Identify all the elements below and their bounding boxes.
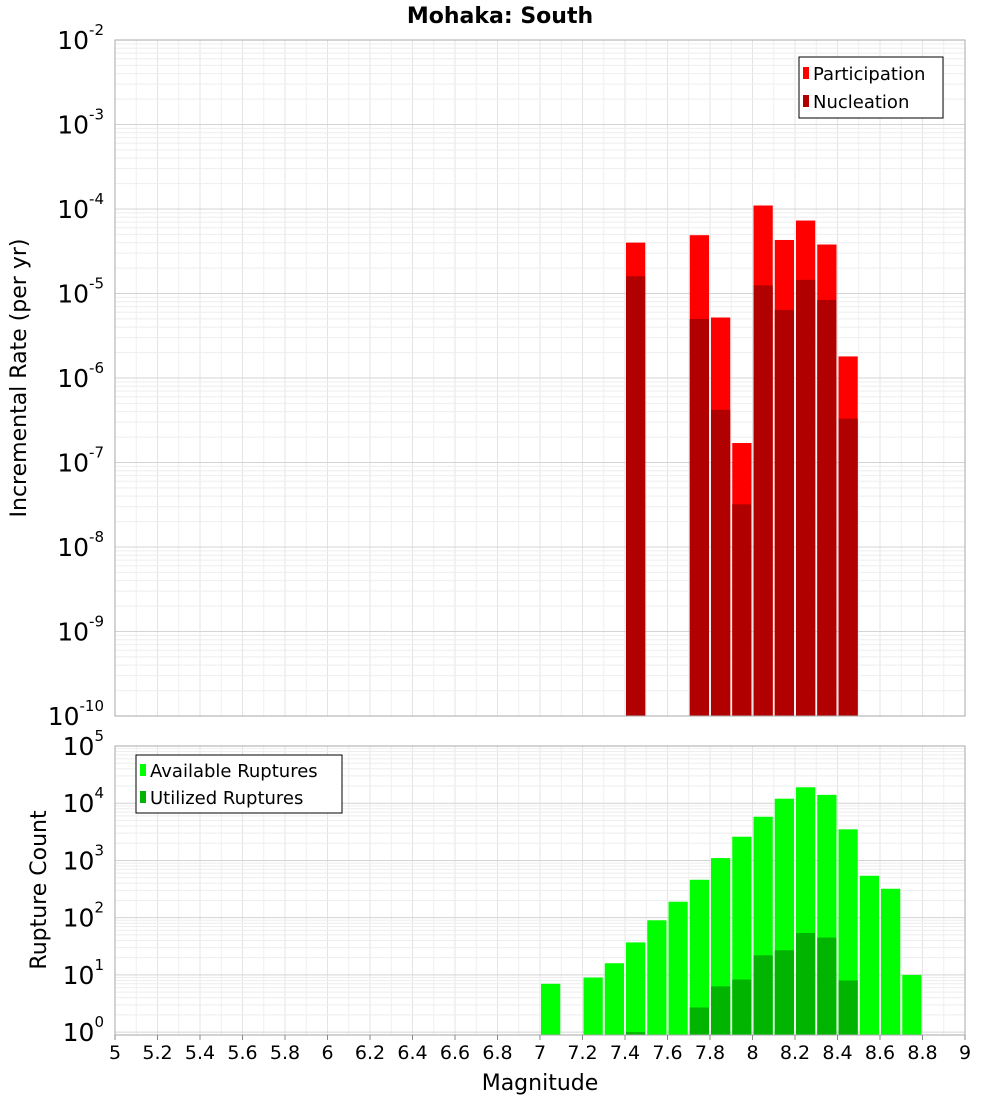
count-bar-available-ruptures <box>604 963 624 1035</box>
rate-y-axis-label: Incremental Rate (per yr) <box>7 239 32 518</box>
x-tick-label: 5 <box>109 1042 121 1064</box>
count-panel: 100 101 102 103 104 105 Rupture Count Availab… <box>27 727 971 1096</box>
count-bar-available-ruptures <box>689 879 709 1035</box>
x-tick-label: 8 <box>746 1042 758 1064</box>
count-y-tick-label: 103 <box>63 841 104 875</box>
count-y-tick-label: 100 <box>63 1013 104 1047</box>
count-bar-utilized-ruptures <box>732 979 752 1035</box>
x-tick-label: 7.4 <box>610 1042 640 1064</box>
x-tick-label: 7.6 <box>652 1042 682 1064</box>
rate-y-tick-label: 10-6 <box>57 359 104 393</box>
rate-legend: Participation Nucleation <box>798 56 944 119</box>
rate-bar-nucleation <box>774 309 794 716</box>
x-tick-labels: 5 5.2 5.4 5.6 5.8 6 6.2 6.4 6.6 6.8 7 7.2 7.4 7.6 7.8 8… <box>109 1035 971 1064</box>
x-tick-label: 6.2 <box>355 1042 385 1064</box>
rate-y-tick-label: 10-4 <box>57 190 104 224</box>
count-y-axis-label: Rupture Count <box>27 810 52 970</box>
rate-y-tick-label: 10-5 <box>57 275 104 309</box>
x-tick-label: 5.4 <box>185 1042 215 1064</box>
x-tick-label: 6.8 <box>482 1042 512 1064</box>
rate-y-tick-label: 10-2 <box>57 21 104 55</box>
legend-swatch-utilized <box>140 791 146 803</box>
count-bar-available-ruptures <box>626 942 646 1035</box>
count-bar-utilized-ruptures <box>796 932 816 1035</box>
count-y-tick-labels: 100 101 102 103 104 105 <box>63 727 104 1047</box>
x-tick-label: 6 <box>321 1042 333 1064</box>
rate-y-tick-label: 10-3 <box>57 106 104 140</box>
count-y-tick-label: 101 <box>63 956 104 990</box>
x-tick-label: 5.2 <box>142 1042 172 1064</box>
x-tick-label: 7.8 <box>695 1042 725 1064</box>
legend-swatch-available <box>140 764 146 776</box>
count-legend: Available Ruptures Utilized Ruptures <box>135 754 343 814</box>
rate-bar-nucleation <box>732 504 752 716</box>
rate-y-tick-label: 10-7 <box>57 444 104 478</box>
count-bar-available-ruptures <box>859 875 879 1035</box>
count-bar-utilized-ruptures <box>817 937 837 1035</box>
rate-legend-box <box>798 56 944 119</box>
count-bar-utilized-ruptures <box>774 950 794 1035</box>
rate-y-tick-label: 10-10 <box>48 697 104 731</box>
x-tick-label: 8.2 <box>780 1042 810 1064</box>
x-tick-label: 7 <box>534 1042 546 1064</box>
x-tick-label: 5.6 <box>227 1042 257 1064</box>
legend-label-available: Available Ruptures <box>150 761 318 782</box>
rate-y-tick-labels: 10-10 10-9 10-8 10-7 10-6 10-5 10-4 10-3 10-2 <box>48 21 104 731</box>
count-bar-available-ruptures <box>668 901 688 1035</box>
legend-swatch-participation <box>803 67 809 79</box>
count-bar-available-ruptures <box>541 983 561 1035</box>
x-tick-label: 7.2 <box>567 1042 597 1064</box>
count-bar-utilized-ruptures <box>689 1007 709 1035</box>
legend-label-participation: Participation <box>813 64 925 85</box>
x-axis-label: Magnitude <box>482 1071 599 1096</box>
x-tick-label: 8.6 <box>865 1042 895 1064</box>
count-bar-utilized-ruptures <box>626 1032 646 1035</box>
rate-gridlines <box>114 39 966 717</box>
count-y-tick-label: 102 <box>63 899 104 933</box>
rate-bar-nucleation <box>796 279 816 716</box>
count-bar-available-ruptures <box>902 974 922 1035</box>
rate-bar-nucleation <box>817 299 837 716</box>
count-bar-utilized-ruptures <box>753 955 773 1035</box>
legend-label-utilized: Utilized Ruptures <box>150 788 303 809</box>
rate-bar-nucleation <box>626 276 646 716</box>
rate-panel: 10-10 10-9 10-8 10-7 10-6 10-5 10-4 10-3 10-2 In… <box>7 21 966 731</box>
count-legend-box <box>135 754 343 814</box>
rate-bar-nucleation <box>711 409 731 716</box>
rate-y-tick-label: 10-8 <box>57 528 104 562</box>
rate-bars <box>626 205 858 717</box>
count-bar-available-ruptures <box>647 920 667 1035</box>
rate-bar-nucleation <box>838 418 858 716</box>
count-y-tick-label: 104 <box>63 784 104 818</box>
count-bar-available-ruptures <box>881 888 901 1035</box>
legend-swatch-nucleation <box>803 95 809 107</box>
x-tick-label: 6.4 <box>397 1042 427 1064</box>
count-y-tick-label: 105 <box>63 727 104 761</box>
x-tick-label: 8.8 <box>907 1042 937 1064</box>
x-tick-label: 9 <box>959 1042 971 1064</box>
rate-y-tick-label: 10-9 <box>57 613 104 647</box>
legend-label-nucleation: Nucleation <box>813 92 909 113</box>
x-tick-label: 6.6 <box>440 1042 470 1064</box>
rate-bar-nucleation <box>689 318 709 716</box>
count-bar-available-ruptures <box>583 977 603 1035</box>
count-bar-utilized-ruptures <box>838 980 858 1035</box>
count-bar-utilized-ruptures <box>711 986 731 1035</box>
chart-title: Mohaka: South <box>407 4 593 29</box>
x-tick-label: 5.8 <box>270 1042 300 1064</box>
count-bars <box>541 787 922 1035</box>
x-tick-label: 8.4 <box>822 1042 852 1064</box>
rate-plot-frame <box>114 39 966 717</box>
rate-bar-nucleation <box>753 285 773 716</box>
